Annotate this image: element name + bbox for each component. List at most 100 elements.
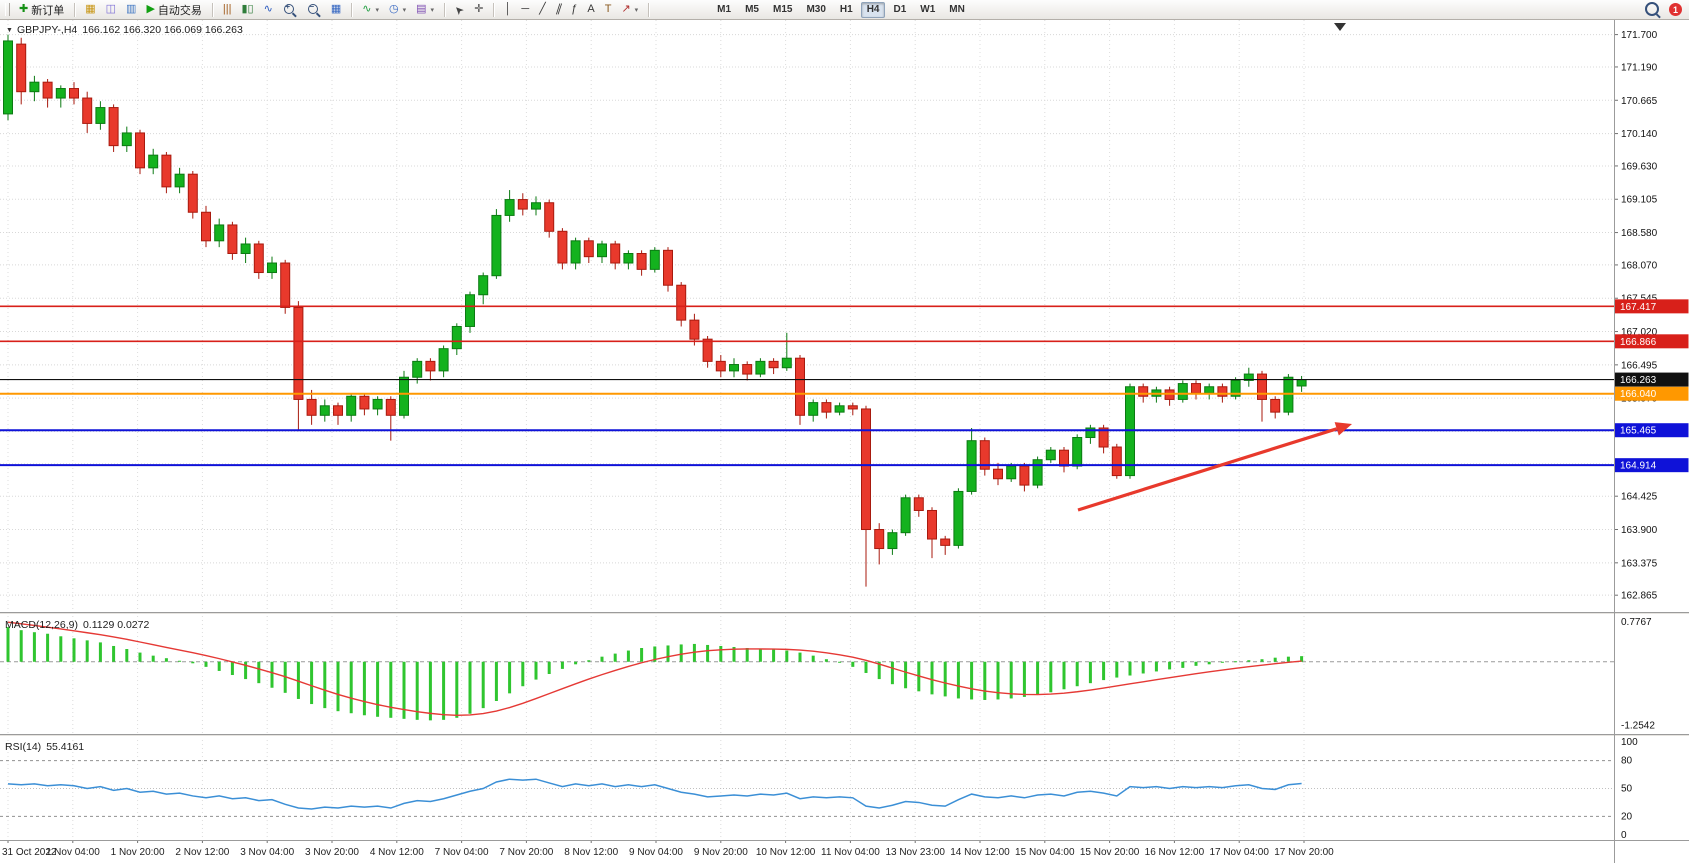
price-tag[interactable] [1614,334,1689,349]
zoom-out-button[interactable]: − [303,1,325,18]
svg-text:167.545: 167.545 [1621,294,1658,305]
candle [267,256,277,279]
svg-text:20: 20 [1621,811,1633,822]
timeframe-m1-button[interactable]: M1 [711,2,737,18]
horizontal-line[interactable]: 166.866 [0,334,1689,349]
chart-area[interactable]: 171.700 171.190 170.665 170.140 169.630 169.1… [0,20,1689,863]
zoom-in-button[interactable]: + [279,1,301,18]
trend-arrow[interactable] [1077,422,1352,512]
horizontal-line[interactable]: 166.263 [0,372,1689,387]
svg-text:3 Nov 20:00: 3 Nov 20:00 [305,847,359,858]
candle [82,91,93,133]
autotrading-button[interactable]: ▶ 自动交易 [142,1,205,18]
price-tag[interactable] [1614,423,1689,438]
crosshair-button[interactable]: ✛ [470,1,487,18]
terminal-button[interactable]: ▥ [122,1,140,18]
candle [451,323,462,356]
horizontal-line-button[interactable]: ─ [517,1,533,18]
candlestick-chart-button[interactable]: ▮▯ [237,1,257,18]
text-button[interactable]: A [583,1,598,18]
bar-chart-button[interactable]: ||| [219,1,236,18]
candle [201,205,211,248]
svg-text:7 Nov 04:00: 7 Nov 04:00 [435,847,489,858]
timeframe-w1-button[interactable]: W1 [914,2,941,18]
candle [1072,434,1083,470]
zoom-in-icon: + [283,3,294,14]
horizontal-line[interactable]: 166.040 [0,386,1689,401]
candle [465,291,475,333]
candlestick-chart-icon: ▮▯ [241,3,254,15]
price-tag[interactable] [1614,299,1689,314]
timeframe-d1-button[interactable]: D1 [887,2,912,18]
indicators-button[interactable]: ∿ ▾ [358,1,383,18]
price-tag[interactable] [1614,372,1689,387]
text-label-icon: T [604,3,612,15]
price-tag[interactable] [1614,386,1689,401]
svg-text:16 Nov 12:00: 16 Nov 12:00 [1145,847,1205,858]
navigator-button[interactable]: ◫ [102,1,120,18]
horizontal-line[interactable]: 164.914 [0,458,1689,473]
pane-separator[interactable] [0,612,1689,615]
candle [1045,447,1056,463]
line-chart-button[interactable]: ∿ [260,1,277,18]
candle [570,237,581,270]
timeframe-h1-button[interactable]: H1 [834,2,859,18]
trendline-button[interactable]: ╱ [535,1,550,18]
svg-text:167.417: 167.417 [1620,302,1657,313]
candle [861,405,871,587]
candle [478,272,489,305]
arrows-button[interactable]: ↗ ▾ [617,1,642,18]
new-order-button[interactable]: ✚ 新订单 [15,1,68,18]
toolbar: ✚ 新订单 ▦ ◫ ▥ ▶ 自动交易 ||| ▮▯ ∿ + − ▦ ∿ ▾ ◷ ▾ ▤ ▾ ➤ ✛ │ ─ ╱ ∥ ƒ A T ↗ ▾ M… [0,0,1689,20]
timeframe-h4-button[interactable]: H4 [860,1,886,18]
rsi-pane[interactable]: 100 80 50 20 0 [0,737,1638,841]
svg-text:170.665: 170.665 [1621,96,1658,107]
chart-menu-icon[interactable]: ▼ [6,27,13,34]
candle [121,126,132,152]
autotrading-label: 自动交易 [157,4,202,17]
candle [55,85,66,108]
candle [425,358,436,381]
timeframe-m15-button[interactable]: M15 [767,2,798,18]
vertical-line-button[interactable]: │ [500,1,515,18]
fibonacci-button[interactable]: ƒ [567,1,581,18]
text-label-button[interactable]: T [601,1,616,18]
svg-text:168.070: 168.070 [1621,260,1658,271]
toolbar-grip[interactable] [5,3,10,16]
toolbar-separator [351,2,353,17]
candle [847,402,858,416]
svg-text:165.465: 165.465 [1620,426,1657,437]
equidistant-channel-button[interactable]: ∥ [552,1,566,18]
candle [781,332,792,371]
candle [887,529,898,555]
candle [1177,380,1188,403]
toolbar-separator [444,2,445,17]
search-icon[interactable] [1645,2,1659,16]
templates-button[interactable]: ▤ ▾ [412,1,438,18]
svg-text:2 Nov 12:00: 2 Nov 12:00 [175,847,229,858]
svg-text:17 Nov 20:00: 17 Nov 20:00 [1274,847,1334,858]
candle [544,199,555,238]
timeframe-m5-button[interactable]: M5 [739,2,765,18]
timeframe-mn-button[interactable]: MN [943,2,971,18]
timeframe-m30-button[interactable]: M30 [800,2,831,18]
macd-pane[interactable]: 0.7767 -1.2542 [0,617,1655,732]
candle [636,250,647,276]
candlestick-chart[interactable]: 171.700 171.190 170.665 170.140 169.630 169.1… [0,20,1689,863]
horizontal-line[interactable]: 167.417 [0,299,1689,314]
pane-separator[interactable] [0,734,1689,737]
candle [319,399,330,422]
candle [834,402,845,416]
svg-text:-1.2542: -1.2542 [1621,721,1655,732]
candle [385,396,396,441]
notification-badge[interactable]: 1 [1669,3,1682,16]
periods-button[interactable]: ◷ ▾ [385,1,410,18]
svg-text:15 Nov 20:00: 15 Nov 20:00 [1080,847,1140,858]
candle [187,171,198,219]
price-tag[interactable] [1614,458,1689,473]
market-watch-button[interactable]: ▦ [81,1,99,18]
horizontal-line[interactable]: 165.465 [0,423,1689,438]
cursor-button[interactable]: ➤ [451,1,468,18]
tile-windows-button[interactable]: ▦ [327,1,345,18]
